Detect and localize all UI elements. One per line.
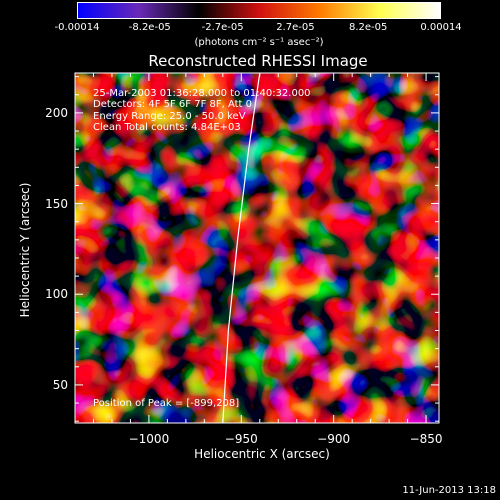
colorbar-tick-label: -2.7e-05 (201, 22, 244, 33)
y-tick-label: 200 (45, 105, 68, 120)
colorbar-tick-label: 0.00014 (420, 22, 462, 33)
x-axis-label: Heliocentric X (arcsec) (194, 447, 330, 461)
annotation-counts: Clean Total counts: 4.84E+03 (93, 122, 241, 133)
colorbar-tick-label: 2.7e-05 (276, 22, 315, 33)
annotation-detectors: Detectors: 4F 5F 6F 7F 8F, Att 0 (93, 99, 253, 110)
y-tick-label: 50 (52, 377, 68, 392)
y-axis-label: Heliocentric Y (arcsec) (18, 182, 32, 318)
colorbar-tick-label: -8.2e-05 (128, 22, 171, 33)
peak-position-label: Position of Peak = [-899,208] (93, 398, 240, 409)
solar-limb-line (222, 73, 261, 423)
colorbar (77, 2, 441, 19)
colorbar-tick-label: -0.00014 (54, 22, 100, 33)
x-tick-label: −850 (409, 432, 443, 446)
x-tick-label: −1000 (128, 432, 170, 446)
annotation-energy: Energy Range: 25.0 - 50.0 keV (93, 111, 246, 122)
y-tick-label: 100 (45, 287, 68, 302)
x-tick-label: −900 (317, 432, 351, 446)
footer-timestamp: 11-Jun-2013 13:18 (402, 485, 496, 496)
heatmap-image (75, 73, 439, 423)
colorbar-tick-label: 8.2e-05 (348, 22, 388, 33)
colorbar-units: (photons cm⁻² s⁻¹ asec⁻²) (194, 37, 324, 48)
x-tick-label: −950 (224, 432, 258, 446)
annotation-time: 25-Mar-2003 01:36:28.000 to 01:40:32.000 (93, 88, 311, 99)
chart-title: Reconstructed RHESSI Image (148, 52, 368, 70)
y-tick-label: 150 (45, 196, 68, 211)
plot-frame (74, 72, 440, 424)
